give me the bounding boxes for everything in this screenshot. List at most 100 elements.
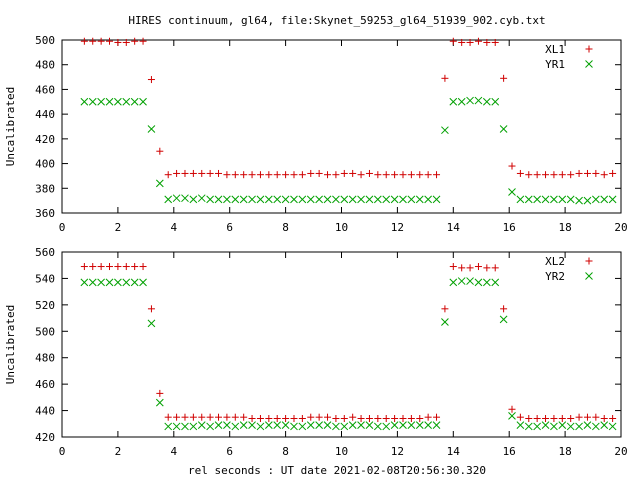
x-tick-label: 10	[335, 445, 348, 458]
data-point	[223, 421, 231, 429]
data-point	[131, 263, 139, 271]
data-point	[407, 171, 415, 179]
data-point	[474, 96, 483, 105]
data-point	[122, 38, 130, 46]
x-tick-label: 0	[59, 221, 66, 234]
y-tick-label: 420	[35, 431, 55, 444]
data-point	[592, 169, 600, 177]
data-point	[583, 169, 591, 177]
data-point	[264, 195, 273, 204]
data-point	[147, 319, 156, 328]
data-point	[315, 413, 323, 421]
data-point	[600, 171, 608, 179]
data-point	[97, 278, 105, 287]
data-point	[256, 171, 264, 179]
data-point	[525, 171, 533, 179]
chart-panel-2: 0 2 4 6 8 10 12 14 16 18 20 420 440 460 480 500 520 540 56…	[4, 246, 628, 458]
data-point	[441, 126, 449, 135]
data-point	[189, 413, 197, 421]
data-point	[80, 278, 89, 287]
data-point	[391, 415, 399, 422]
data-point	[189, 195, 198, 204]
data-point	[198, 413, 206, 421]
data-point	[474, 263, 482, 271]
data-point	[575, 413, 583, 421]
data-point	[542, 415, 550, 422]
data-point	[131, 37, 139, 45]
data-point	[298, 415, 306, 422]
data-point	[407, 421, 416, 429]
x-tick-label: 16	[503, 221, 516, 234]
data-point	[483, 264, 491, 272]
data-point	[600, 195, 609, 204]
x-tick-label: 12	[391, 221, 404, 234]
data-point	[516, 413, 524, 421]
data-point	[541, 195, 550, 204]
data-point	[424, 413, 432, 421]
x-tick-label: 4	[170, 221, 177, 234]
data-point	[499, 315, 508, 324]
legend-label: XL1	[545, 43, 565, 56]
y-tick-label: 360	[35, 207, 55, 220]
data-point	[298, 422, 307, 431]
data-point	[348, 195, 357, 204]
series-YR1	[80, 96, 617, 205]
data-point	[407, 195, 416, 204]
data-point	[106, 263, 114, 271]
data-point	[474, 37, 482, 45]
legend-marker	[585, 257, 593, 265]
legend-marker	[585, 45, 593, 53]
data-point	[348, 421, 357, 429]
data-point	[88, 97, 97, 106]
data-point	[214, 195, 223, 204]
data-point	[483, 38, 491, 46]
x-tick-label: 12	[391, 445, 404, 458]
x-tick-label: 8	[282, 445, 289, 458]
data-point	[516, 421, 525, 429]
data-point	[524, 422, 533, 431]
data-point	[290, 415, 298, 422]
data-point	[164, 413, 172, 421]
x-tick-label: 16	[503, 445, 516, 458]
data-point	[239, 195, 248, 204]
data-point	[357, 171, 365, 179]
data-point	[80, 37, 88, 45]
data-point	[357, 415, 365, 422]
data-point	[499, 125, 508, 133]
data-point	[206, 413, 214, 421]
data-point	[332, 415, 340, 422]
data-point	[340, 169, 348, 177]
data-point	[550, 171, 558, 179]
data-point	[491, 264, 499, 272]
data-point	[500, 74, 508, 82]
data-point	[424, 171, 432, 179]
data-point	[332, 195, 340, 204]
data-point	[248, 421, 256, 429]
data-point	[306, 195, 315, 204]
data-point	[273, 171, 281, 179]
data-point	[273, 195, 282, 204]
data-point	[608, 422, 617, 431]
data-point	[357, 421, 365, 429]
y-tick-label: 420	[35, 133, 55, 146]
data-point	[332, 422, 340, 431]
data-point	[432, 195, 441, 204]
data-point	[323, 195, 332, 204]
y-axis-label: Uncalibrated	[4, 305, 17, 384]
y-tick-label: 440	[35, 405, 55, 418]
data-point	[390, 421, 399, 429]
legend-label: YR1	[545, 58, 565, 71]
data-point	[164, 195, 173, 204]
data-point	[558, 421, 567, 429]
plot-frame	[61, 39, 622, 214]
y-tick-label: 480	[35, 352, 55, 365]
data-point	[130, 97, 139, 106]
data-point	[482, 278, 491, 287]
data-point	[315, 195, 323, 204]
data-point	[256, 415, 264, 422]
data-point	[223, 195, 231, 204]
data-point	[508, 188, 516, 196]
data-point	[525, 415, 533, 422]
data-point	[416, 171, 424, 179]
data-point	[491, 38, 499, 46]
